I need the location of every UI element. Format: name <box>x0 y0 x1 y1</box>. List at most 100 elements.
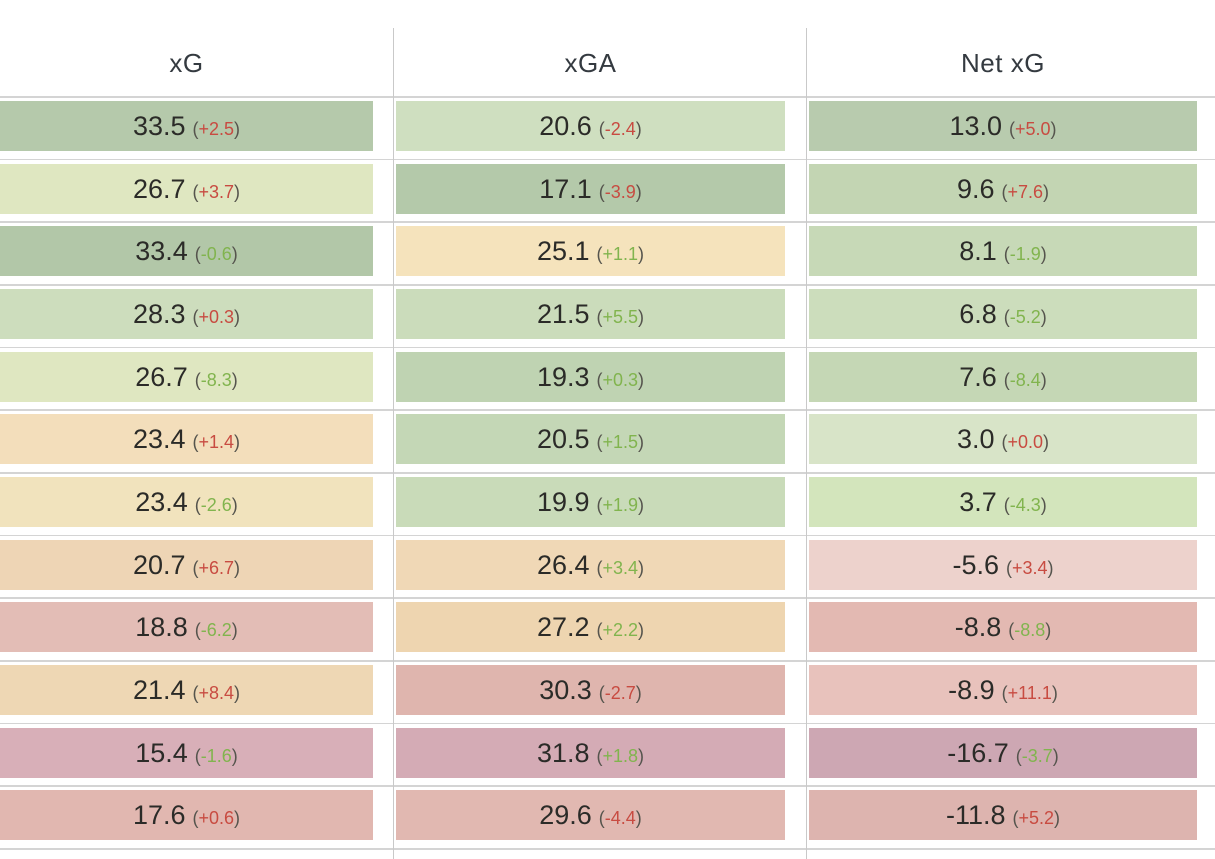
cell-delta-value: -4.3 <box>1009 495 1041 515</box>
cell-delta-value: +2.5 <box>198 119 235 139</box>
cell-delta-paren-open: ( <box>1009 119 1015 139</box>
cell-value: 21.4 <box>132 675 186 705</box>
cell-delta-paren-close: ) <box>635 119 642 139</box>
cell-bar-xga-row-1[interactable]: 20.6 (-2.4) <box>396 101 785 151</box>
cell-bar-xg-row-9[interactable]: 18.8 (-6.2) <box>0 602 373 653</box>
cell-text: 17.1 (-3.9) <box>396 164 785 219</box>
cell-text: 20.5 (+1.5) <box>396 414 785 469</box>
cell-bar-xga-row-7[interactable]: 19.9 (+1.9) <box>396 477 785 527</box>
cell-delta-paren-close: ) <box>638 307 645 327</box>
cell-delta-paren-close: ) <box>1040 495 1047 515</box>
cell-value: 8.1 <box>959 236 997 267</box>
cell-bar-xga-row-2[interactable]: 17.1 (-3.9) <box>396 163 785 214</box>
cell-delta-paren-open: ( <box>1001 683 1008 703</box>
cell-text: 20.6 (-2.4) <box>396 101 785 156</box>
cell-value: 18.8 <box>135 612 188 643</box>
column-divider-line <box>392 28 394 859</box>
cell-bar-net-xg-row-11[interactable]: -16.7 (-3.7) <box>809 727 1197 778</box>
cell-bar-xg-row-2[interactable]: 26.7 (+3.7) <box>0 163 373 214</box>
cell-delta-paren-open: ( <box>1012 808 1019 829</box>
cell-text: -16.7 (-3.7) <box>809 728 1197 783</box>
cell-delta-paren-open: ( <box>192 307 199 327</box>
cell-bar-xg-row-1[interactable]: 33.5 (+2.5) <box>0 101 373 151</box>
cell-text: 27.2 (+2.2) <box>396 602 785 657</box>
cell-delta-paren-close: ) <box>234 557 241 578</box>
cell-delta-paren-close: ) <box>635 683 642 703</box>
cell-delta-paren-close: ) <box>234 808 241 829</box>
cell-delta-value: +5.0 <box>1015 119 1051 139</box>
cell-delta-value: -2.6 <box>200 495 232 515</box>
cell-bar-net-xg-row-12[interactable]: -11.8 (+5.2) <box>809 790 1197 841</box>
cell-text: 6.8 (-5.2) <box>809 289 1197 344</box>
cell-value: 3.7 <box>959 487 997 517</box>
cell-delta-paren-close: ) <box>231 495 238 515</box>
cell-bar-net-xg-row-9[interactable]: -8.8 (-8.8) <box>809 602 1197 653</box>
cell-bar-net-xg-row-2[interactable]: 9.6 (+7.6) <box>809 163 1197 214</box>
cell-delta-paren-open: ( <box>1001 181 1008 202</box>
cell-value: 20.5 <box>536 424 590 455</box>
cell-delta-value: -8.8 <box>1014 620 1046 641</box>
cell-bar-xga-row-6[interactable]: 20.5 (+1.5) <box>396 414 785 465</box>
row-divider-line <box>0 409 1215 411</box>
cell-bar-net-xg-row-3[interactable]: 8.1 (-1.9) <box>809 226 1197 277</box>
cell-delta-paren-close: ) <box>1040 307 1047 327</box>
cell-bar-xg-row-4[interactable]: 28.3 (+0.3) <box>0 289 373 339</box>
cell-bar-net-xg-row-1[interactable]: 13.0 (+5.0) <box>809 101 1197 151</box>
cell-bar-xg-row-10[interactable]: 21.4 (+8.4) <box>0 665 373 715</box>
cell-delta-paren-close: ) <box>638 432 645 453</box>
cell-bar-net-xg-row-8[interactable]: -5.6 (+3.4) <box>809 539 1197 590</box>
column-header-net-xg: Net xG <box>961 48 1045 78</box>
cell-bar-xga-row-10[interactable]: 30.3 (-2.7) <box>396 665 785 715</box>
cell-delta-paren-open: ( <box>596 557 603 578</box>
row-divider-line <box>0 722 1215 725</box>
cell-value: 23.4 <box>132 424 186 455</box>
cell-text: 17.6 (+0.6) <box>0 790 373 845</box>
cell-delta-paren-open: ( <box>192 181 199 202</box>
cell-bar-xg-row-7[interactable]: 23.4 (-2.6) <box>0 477 373 527</box>
row-divider-line <box>0 221 1215 223</box>
cell-delta-paren-open: ( <box>192 119 199 139</box>
cell-bar-net-xg-row-4[interactable]: 6.8 (-5.2) <box>809 289 1197 339</box>
cell-bar-xg-row-5[interactable]: 26.7 (-8.3) <box>0 351 373 402</box>
cell-delta-value: +2.2 <box>602 620 639 641</box>
cell-bar-xga-row-9[interactable]: 27.2 (+2.2) <box>396 602 785 653</box>
cell-text: 20.7 (+6.7) <box>0 540 373 595</box>
cell-text: 21.4 (+8.4) <box>0 665 373 720</box>
cell-delta-value: -8.4 <box>1009 369 1041 390</box>
row-divider-line <box>0 534 1215 537</box>
cell-bar-net-xg-row-7[interactable]: 3.7 (-4.3) <box>809 477 1197 527</box>
cell-delta-value: +3.4 <box>1011 557 1048 578</box>
cell-delta-paren-open: ( <box>1008 620 1015 641</box>
cell-bar-xg-row-11[interactable]: 15.4 (-1.6) <box>0 727 373 778</box>
cell-bar-xga-row-12[interactable]: 29.6 (-4.4) <box>396 790 785 841</box>
cell-text: 21.5 (+5.5) <box>396 289 785 344</box>
cell-bar-xg-row-6[interactable]: 23.4 (+1.4) <box>0 414 373 465</box>
cell-bar-xg-row-12[interactable]: 17.6 (+0.6) <box>0 790 373 841</box>
cell-text: 25.1 (+1.1) <box>396 226 785 281</box>
cell-bar-net-xg-row-10[interactable]: -8.9 (+11.1) <box>809 665 1197 715</box>
cell-text: 33.5 (+2.5) <box>0 101 373 156</box>
cell-value: 27.2 <box>536 612 590 643</box>
cell-value: -5.6 <box>952 549 999 580</box>
cell-text: 18.8 (-6.2) <box>0 602 373 657</box>
cell-delta-paren-open: ( <box>596 495 603 515</box>
cell-value: -8.9 <box>948 675 995 705</box>
cell-bar-xga-row-8[interactable]: 26.4 (+3.4) <box>396 539 785 590</box>
cell-bar-xg-row-3[interactable]: 33.4 (-0.6) <box>0 226 373 277</box>
cell-bar-xga-row-5[interactable]: 19.3 (+0.3) <box>396 351 785 402</box>
cell-bar-net-xg-row-5[interactable]: 7.6 (-8.4) <box>809 351 1197 402</box>
cell-delta-paren-close: ) <box>231 369 238 390</box>
cell-bar-xg-row-8[interactable]: 20.7 (+6.7) <box>0 539 373 590</box>
cell-text: 13.0 (+5.0) <box>809 101 1197 156</box>
cell-text: 33.4 (-0.6) <box>0 226 373 281</box>
cell-bar-net-xg-row-6[interactable]: 3.0 (+0.0) <box>809 414 1197 465</box>
row-divider-line <box>0 284 1215 286</box>
cell-delta-value: +3.7 <box>198 181 235 202</box>
cell-bar-xga-row-11[interactable]: 31.8 (+1.8) <box>396 727 785 778</box>
cell-delta-value: -4.4 <box>604 808 636 829</box>
cell-delta-value: +7.6 <box>1007 181 1044 202</box>
cell-bar-xga-row-4[interactable]: 21.5 (+5.5) <box>396 289 785 339</box>
cell-bar-xga-row-3[interactable]: 25.1 (+1.1) <box>396 226 785 277</box>
cell-delta-paren-open: ( <box>1003 244 1010 265</box>
cell-delta-paren-close: ) <box>234 683 241 703</box>
